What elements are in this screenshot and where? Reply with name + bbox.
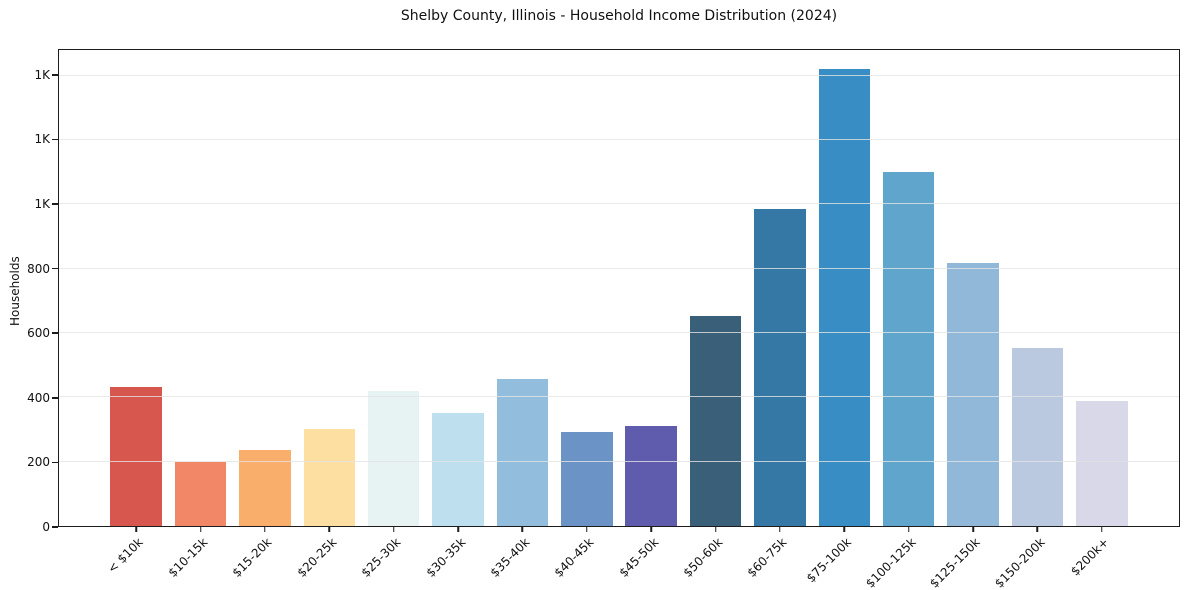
bar-slot: $125-150k [927,50,1005,590]
bar [367,391,420,526]
x-tick-mark [586,526,588,532]
bar-slot: $200k+ [1068,50,1134,579]
bar-slot: $25-30k [359,50,426,580]
x-tick-mark [907,526,910,532]
x-tick-mark [199,526,202,532]
y-tick-mark [52,203,58,205]
x-tick-label: $20-25k [294,535,340,580]
y-tick-mark [52,74,58,76]
bar [625,425,677,526]
x-tick-mark [650,526,652,532]
x-tick-mark [1036,526,1039,532]
y-tick-label: 1K [34,67,50,82]
y-tick-label: 1K [34,197,50,212]
x-tick-label: $200k+ [1068,535,1112,579]
bar [1011,348,1064,526]
bar [303,428,356,526]
x-tick-label: $75-100k [803,535,855,586]
x-tick-label: $25-30k [358,535,404,580]
bar-slot: $75-100k [804,50,876,585]
x-tick-label: $50-60k [680,535,726,580]
bar [496,378,549,526]
y-tick-mark [52,138,58,141]
bar [947,262,999,526]
plot-area: < $10k $10-15k $15-20k $20-25k $25-30k $30-35… [58,49,1180,590]
chart-title: Shelby County, Illinois - Household Inco… [400,8,838,24]
x-tick-mark [392,526,395,532]
bar [239,449,291,526]
bar-slot: $20-25k [294,50,361,580]
y-tick-mark [52,461,58,464]
x-tick-mark [264,526,266,532]
bar [110,387,162,526]
y-tick-label: 600 [27,326,50,341]
x-tick-label: $10-15k [165,535,211,580]
bar [689,315,742,526]
bar-slot: $150-200k [992,50,1069,590]
bar-slot: $30-35k [423,50,490,580]
bars-container: < $10k $10-15k $15-20k $20-25k $25-30k $30-35… [59,50,1179,590]
bar-slot: $60-75k [745,50,812,580]
x-tick-mark [135,526,137,532]
x-tick-label: $35-40k [487,535,533,580]
x-tick-label: $30-35k [423,535,468,580]
bar-slot: $10-15k [166,50,232,580]
x-tick-label: $60-75k [744,535,790,580]
bar [818,68,871,526]
x-tick-label: $15-20k [229,535,275,580]
y-tick-mark [52,397,58,399]
x-tick-mark [521,526,524,532]
bar [1076,401,1128,526]
bar [882,172,935,526]
x-tick-mark [972,526,974,532]
bar-slot: < $10k [104,50,168,576]
bar-slot: $35-40k [487,50,554,580]
x-tick-mark [714,526,717,532]
bar [174,462,227,526]
y-tick-label: 800 [27,261,50,276]
bar [754,209,806,526]
x-tick-label: < $10k [105,535,147,576]
x-tick-label: $150-200k [991,535,1048,590]
y-tick-label: 0 [42,520,50,534]
y-tick-mark [52,526,58,528]
y-tick-mark [52,267,58,270]
x-tick-label: $45-50k [616,535,662,580]
x-tick-label: $100-125k [862,535,919,590]
bar-slot: $100-125k [863,50,941,590]
x-tick-label: $40-45k [551,535,597,580]
x-tick-mark [843,526,846,532]
x-tick-mark [457,526,459,532]
y-tick-label: 200 [27,455,50,470]
x-tick-label: $125-150k [927,535,983,590]
bar-slot: $45-50k [616,50,683,580]
x-tick-mark [328,526,331,532]
bar [432,412,484,526]
y-tick-label: 1K [34,132,50,147]
y-tick-mark [52,332,58,334]
bar-slot: $40-45k [552,50,619,580]
x-tick-mark [779,526,781,532]
bar [561,432,613,526]
bar-slot: $15-20k [230,50,297,580]
x-tick-mark [1101,526,1103,532]
bar-slot: $50-60k [681,50,747,580]
y-tick-label: 400 [27,390,50,405]
